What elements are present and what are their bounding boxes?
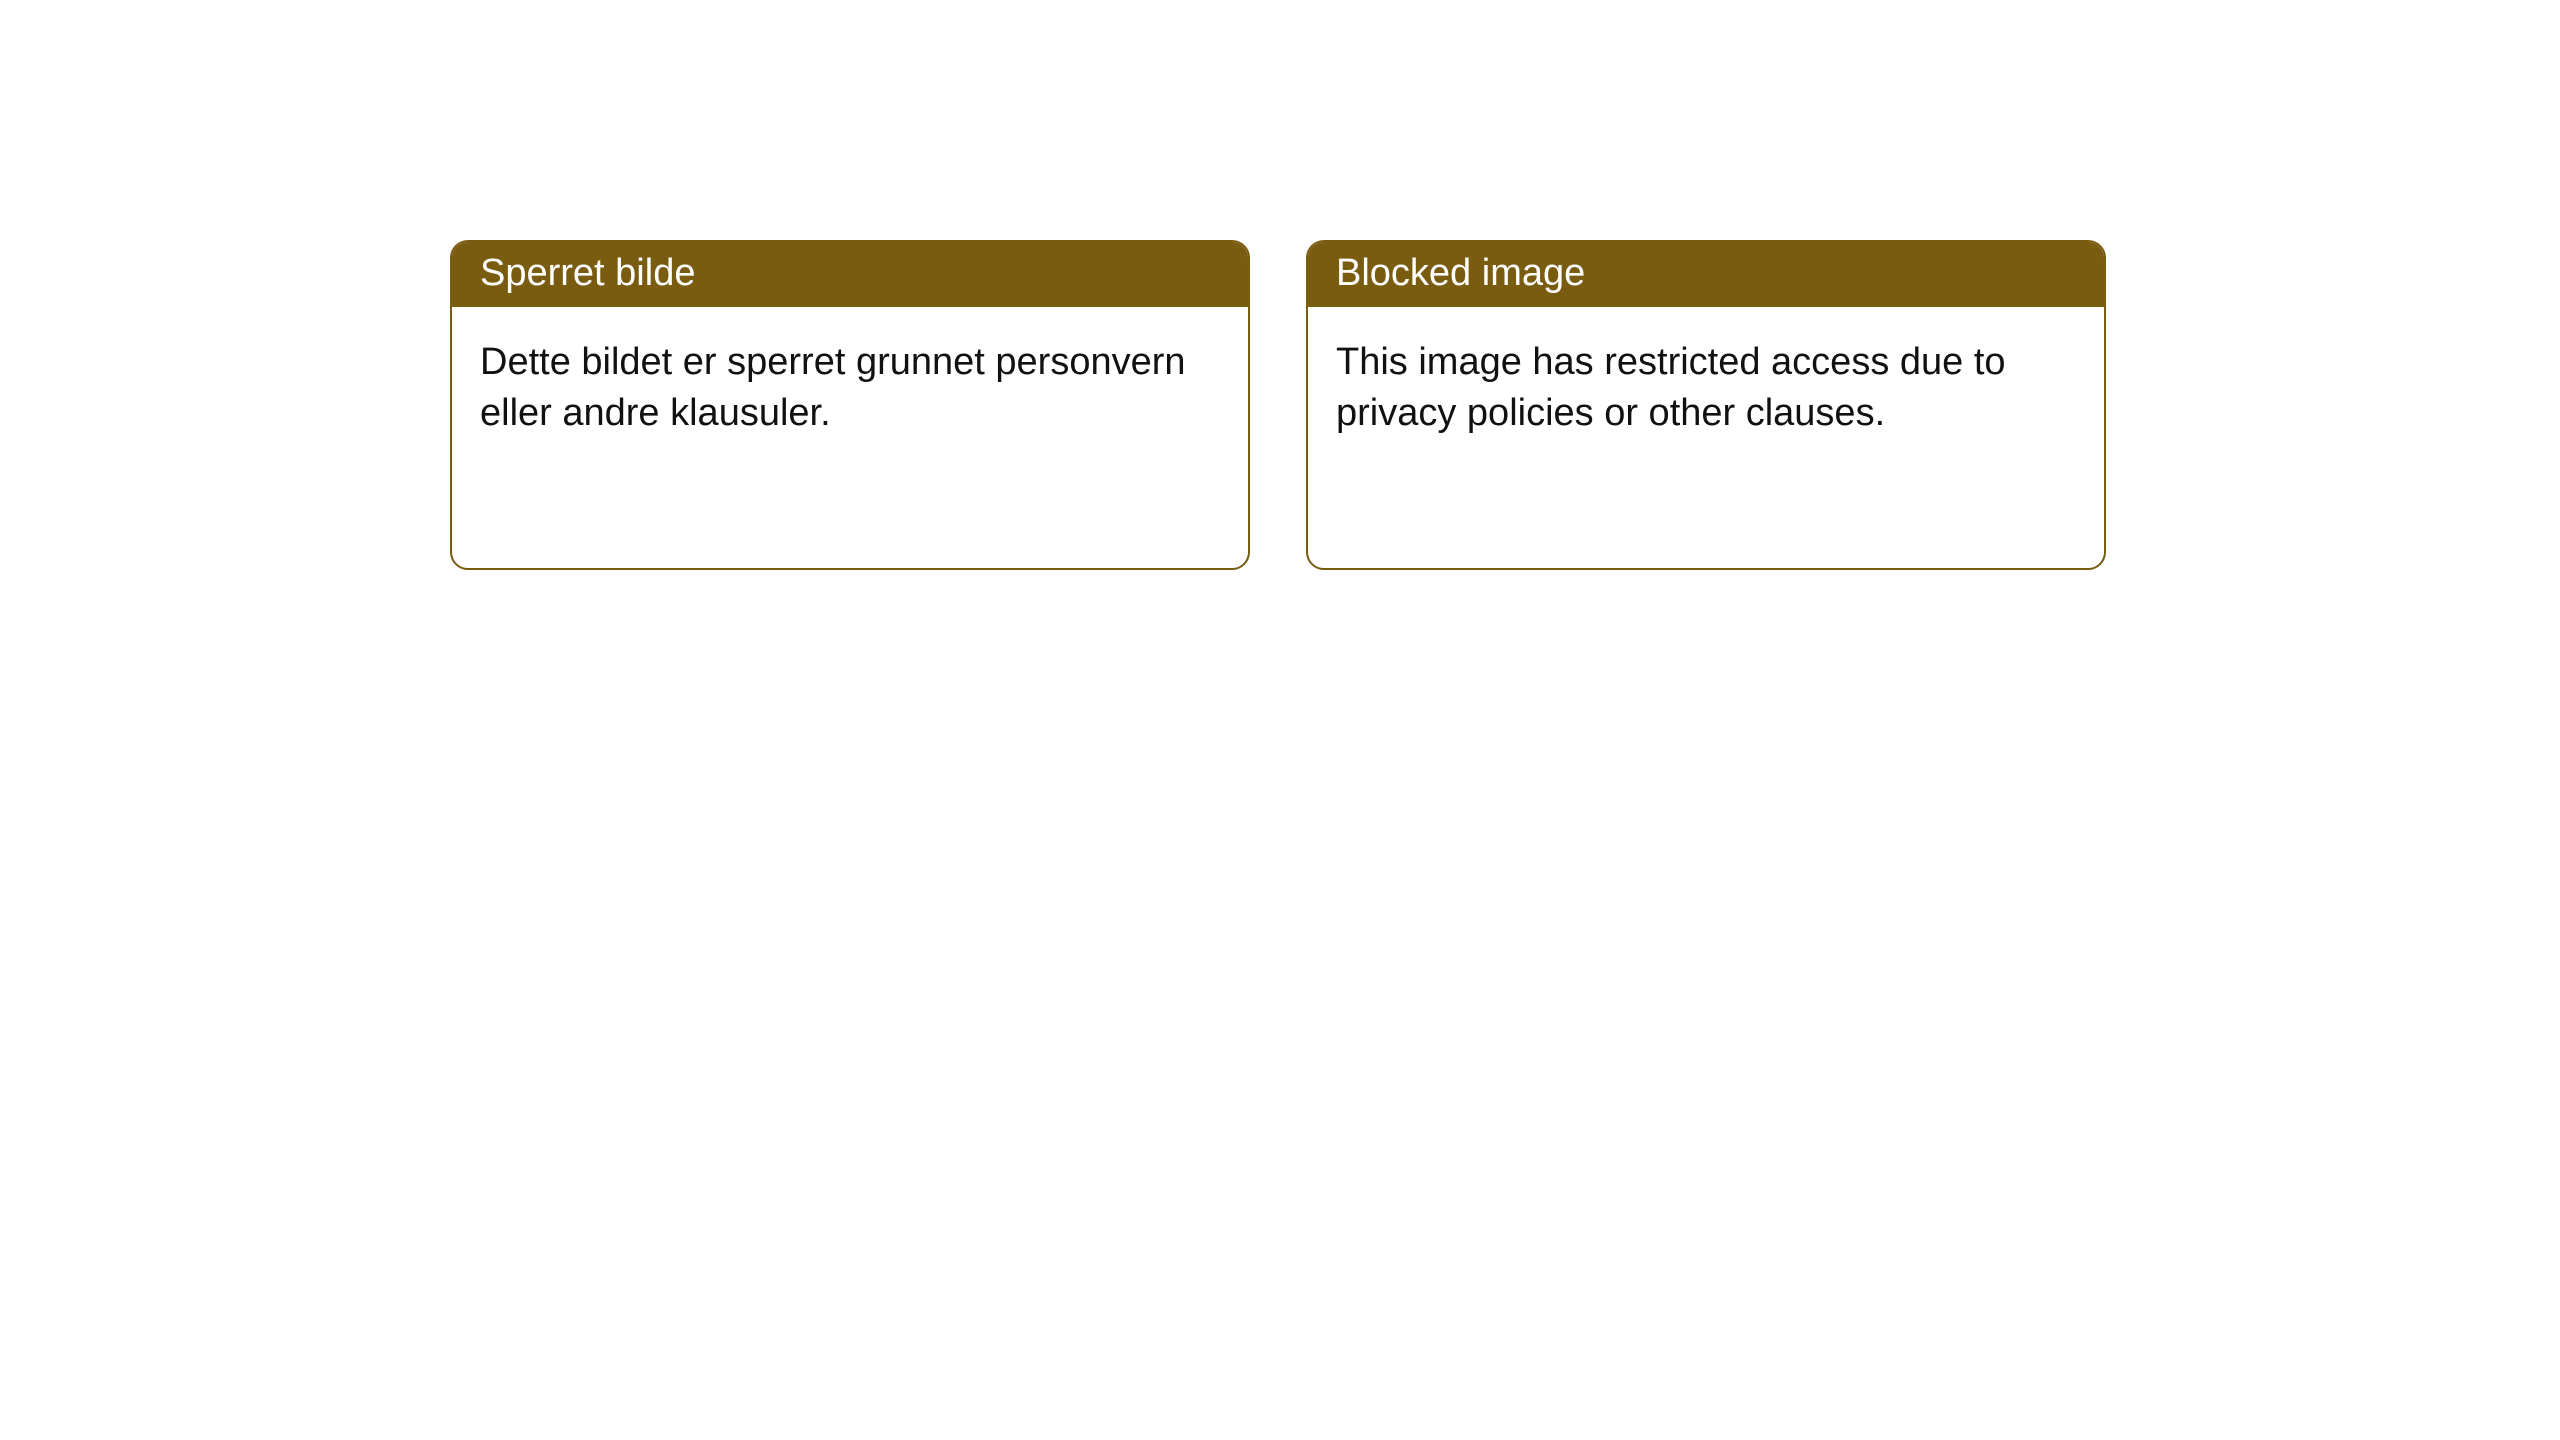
notice-body: Dette bildet er sperret grunnet personve… [452,307,1248,568]
notice-body: This image has restricted access due to … [1308,307,2104,568]
notice-container: Sperret bilde Dette bildet er sperret gr… [0,0,2560,570]
notice-card-english: Blocked image This image has restricted … [1306,240,2106,570]
notice-header: Blocked image [1308,242,2104,307]
notice-header: Sperret bilde [452,242,1248,307]
notice-card-norwegian: Sperret bilde Dette bildet er sperret gr… [450,240,1250,570]
